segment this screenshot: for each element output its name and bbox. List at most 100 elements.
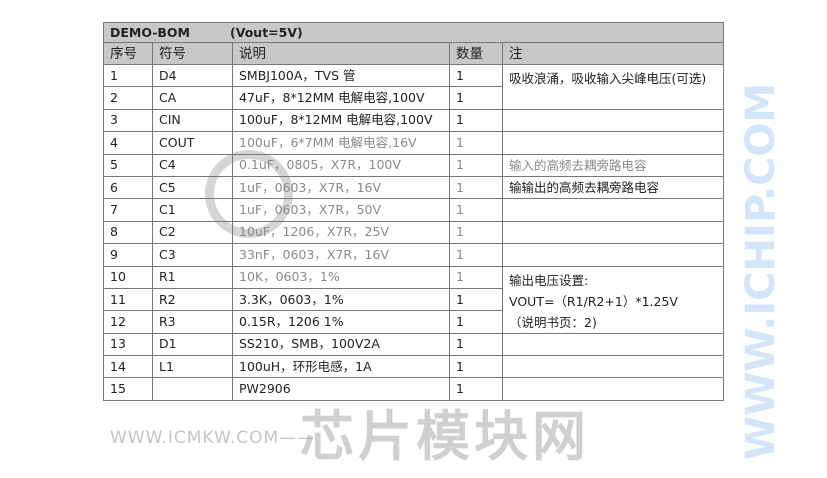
cell-desc: 33nF，0603，X7R，16V [232,243,450,267]
cell-desc: 1uF，0603，X7R，50V [232,198,450,222]
cell-ref: L1 [152,355,233,379]
table-title: DEMO-BOM (Vout=5V) [102,22,725,43]
cell-no: 1 [103,63,153,88]
cell-desc: 47uF，8*12MM 电解电容,100V [232,86,450,110]
cell-no: 7 [103,198,153,222]
cell-ref: CIN [152,108,233,133]
table-row: 13 D1 SS210，SMB，100V2A 1 [103,332,725,357]
cell-desc: 10K，0603，1% [232,265,450,289]
cell-desc: 0.1uF，0805，X7R，100V [232,153,450,177]
table-row: 7 C1 1uF，0603，X7R，50V 1 [103,198,725,222]
cell-ref: C2 [152,220,233,245]
cell-note [501,377,725,401]
cell-ref: CA [152,86,233,110]
bom-table: DEMO-BOM (Vout=5V) 序号 符号 说明 数量 注 1 D4 SMBJ1… [102,22,725,401]
cell-qty: 1 [449,131,503,155]
table-row: 4 COUT 100uF，6*7MM 电解电容,16V 1 [103,131,725,155]
header-note: 注 [501,42,725,65]
cell-ref: R3 [152,310,233,334]
cell-no: 6 [103,175,153,200]
cell-no: 13 [103,332,153,357]
header-qty: 数量 [449,42,503,65]
cell-ref: C3 [152,243,233,267]
cell-qty: 1 [449,153,503,177]
cell-desc: SS210，SMB，100V2A [232,332,450,357]
cell-note [501,131,725,155]
cell-ref: COUT [152,131,233,155]
cell-note: 输出电压设置: VOUT=（R1/R2+1）*1.25V （说明书页：2) [501,265,725,334]
cell-note [501,198,725,222]
watermark-text: 芯片模块网 [300,405,590,468]
cell-no: 14 [103,355,153,379]
cell-desc: 100uF，8*12MM 电解电容,100V [232,108,450,133]
cell-no: 8 [103,220,153,245]
table-row: 14 L1 100uH，环形电感，1A 1 [103,355,725,379]
cell-note: 吸收浪涌，吸收输入尖峰电压(可选) [501,64,725,110]
cell-qty: 1 [449,220,503,245]
cell-ref: R1 [152,265,233,289]
table-row: 8 C2 10uF，1206，X7R，25V 1 [103,220,725,245]
cell-qty: 1 [449,377,503,401]
cell-ref: C4 [152,153,233,177]
cell-desc: 10uF，1206，X7R，25V [232,220,450,245]
cell-ref: C1 [152,198,233,222]
watermark-url: WWW.ICMKW.COM—— [110,428,316,448]
cell-note [501,243,725,267]
title-name: DEMO-BOM [110,24,190,40]
cell-qty: 1 [449,355,503,379]
cell-ref: D4 [152,63,233,88]
cell-desc: SMBJ100A，TVS 管 [232,63,450,88]
cell-qty: 1 [449,287,503,312]
cell-qty: 1 [449,108,503,133]
cell-no: 15 [103,377,153,401]
cell-note [501,220,725,245]
note-text: 输输出的高频去耦旁路电容 [509,179,660,195]
header-no: 序号 [103,42,153,65]
cell-qty: 1 [449,310,503,334]
table-row: 5 C4 0.1uF，0805，X7R，100V 1 输入的高频去耦旁路电容 [103,153,725,177]
cell-desc: 100uF，6*7MM 电解电容,16V [232,131,450,155]
note-line: 输出电压设置: [509,272,589,288]
cell-note: 输输出的高频去耦旁路电容 [501,175,725,200]
cell-ref [152,377,233,401]
cell-desc: 0.15R，1206 1% [232,310,450,334]
note-text: 吸收浪涌，吸收输入尖峰电压(可选) [509,71,707,86]
table-row: 3 CIN 100uF，8*12MM 电解电容,100V 1 [103,108,725,133]
title-row: DEMO-BOM (Vout=5V) [102,22,725,43]
cell-qty: 1 [449,265,503,289]
table-row: 15 PW2906 1 [103,377,725,401]
table-row: 10 R1 10K，0603，1% 1 输出电压设置: VOUT=（R1/R2+1）*1.… [103,265,725,334]
table-row: 11 R2 3.3K，0603，1% 1 [103,287,724,312]
cell-ref: R2 [152,287,233,312]
cell-qty: 1 [449,332,503,357]
cell-no: 2 [103,86,153,110]
cell-no: 10 [103,265,153,289]
cell-qty: 1 [449,198,503,222]
cell-note [501,332,725,357]
table-row: 1 D4 SMBJ100A，TVS 管 1 吸收浪涌，吸收输入尖峰电压(可选) [103,63,725,110]
cell-desc: 1uF，0603，X7R，16V [232,175,450,200]
cell-note [501,355,725,379]
table-row: 9 C3 33nF，0603，X7R，16V 1 [103,243,725,267]
cell-note [501,108,725,133]
cell-note: 输入的高频去耦旁路电容 [501,153,725,177]
title-vout: (Vout=5V) [230,24,303,40]
header-desc: 说明 [232,42,450,65]
note-text: 输入的高频去耦旁路电容 [509,157,647,173]
watermark-blue: WWW.ICHIP.COM [738,82,784,460]
cell-ref: C5 [152,175,233,200]
table-row: 12 R3 0.15R，1206 1% 1 [103,310,724,334]
header-ref: 符号 [152,42,233,65]
cell-qty: 1 [449,63,503,88]
note-line: （说明书页：2) [509,314,597,330]
cell-desc: 100uH，环形电感，1A [232,355,450,379]
header-row: 序号 符号 说明 数量 注 [103,42,725,65]
cell-desc: PW2906 [232,377,450,401]
cell-no: 5 [103,153,153,177]
cell-qty: 1 [449,243,503,267]
cell-no: 12 [103,310,153,334]
table-row: 6 C5 1uF，0603，X7R，16V 1 输输出的高频去耦旁路电容 [103,175,725,200]
cell-no: 4 [103,131,153,155]
cell-qty: 1 [449,175,503,200]
cell-qty: 1 [449,86,503,110]
